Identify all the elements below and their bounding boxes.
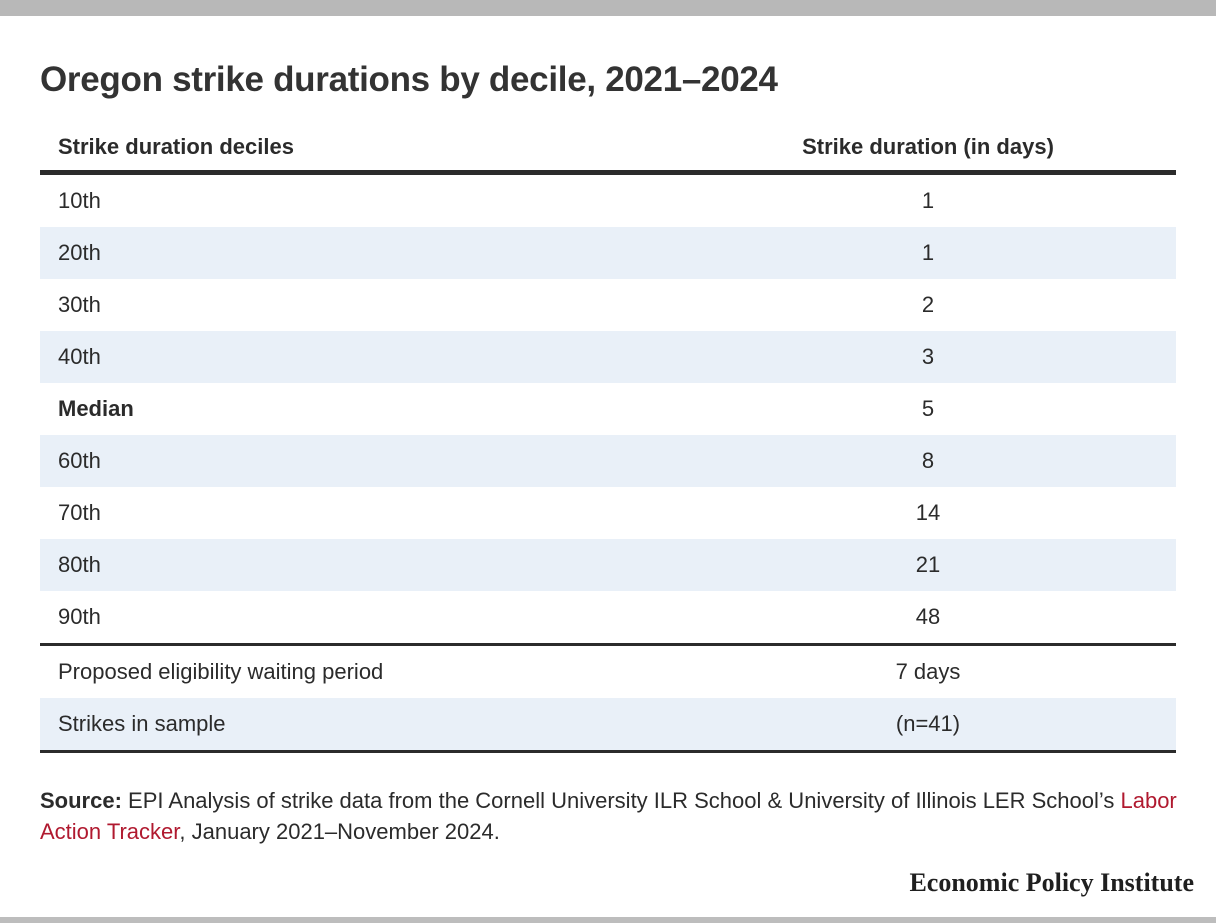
summary-divider xyxy=(40,643,1176,646)
row-value: 2 xyxy=(921,292,935,317)
row-value: 8 xyxy=(921,448,935,473)
source-text-end: , January 2021–November 2024. xyxy=(179,819,500,844)
table-row: 40th 3 xyxy=(40,331,1176,383)
table-row: Proposed eligibility waiting period 7 day… xyxy=(40,646,1176,698)
row-value: 21 xyxy=(915,552,941,577)
table-row: Median 5 xyxy=(40,383,1176,435)
source-note: Source: EPI Analysis of strike data from… xyxy=(40,785,1180,847)
decile-rows: 10th 1 20th 1 30th 2 40th 3 Median 5 60th 8 70th 14 80… xyxy=(40,175,1176,643)
row-value: 3 xyxy=(921,344,935,369)
publisher-logo: Economic Policy Institute xyxy=(909,868,1194,897)
table-row: 20th 1 xyxy=(40,227,1176,279)
row-label: 60th xyxy=(58,448,101,473)
labor-action-tracker-link[interactable]: Labor Action Tracker xyxy=(40,788,1177,844)
row-label: 40th xyxy=(58,344,101,369)
row-label: 90th xyxy=(58,604,101,629)
row-value: 5 xyxy=(921,396,935,421)
row-value: 48 xyxy=(915,604,941,629)
row-label: 10th xyxy=(58,188,101,213)
row-label: 30th xyxy=(58,292,101,317)
column-header-duration: Strike duration (in days) xyxy=(802,134,1054,159)
table-row: 70th 14 xyxy=(40,487,1176,539)
table-row: 30th 2 xyxy=(40,279,1176,331)
table-header: Strike duration deciles Strike duration … xyxy=(40,124,1176,175)
column-header-deciles: Strike duration deciles xyxy=(58,134,294,159)
source-text: EPI Analysis of strike data from the Cor… xyxy=(121,788,1121,813)
row-label: Median xyxy=(58,396,134,421)
table-end-rule xyxy=(40,750,1176,753)
data-table: Strike duration deciles Strike duration … xyxy=(40,124,1176,753)
bottom-border-bar xyxy=(0,917,1216,923)
table-row: 60th 8 xyxy=(40,435,1176,487)
row-value: (n=41) xyxy=(895,711,961,736)
row-value: 14 xyxy=(915,500,941,525)
row-label: 70th xyxy=(58,500,101,525)
row-label: Proposed eligibility waiting period xyxy=(58,659,384,684)
row-label: Strikes in sample xyxy=(58,711,226,736)
summary-rows: Proposed eligibility waiting period 7 day… xyxy=(40,646,1176,750)
row-value: 1 xyxy=(921,188,935,213)
source-label: Source: xyxy=(40,788,122,813)
table-row: 80th 21 xyxy=(40,539,1176,591)
table-row: 10th 1 xyxy=(40,175,1176,227)
row-value: 7 days xyxy=(895,659,961,684)
row-value: 1 xyxy=(921,240,935,265)
chart-title: Oregon strike durations by decile, 2021–… xyxy=(40,60,778,99)
row-label: 80th xyxy=(58,552,101,577)
table-row: Strikes in sample (n=41) xyxy=(40,698,1176,750)
row-label: 20th xyxy=(58,240,101,265)
top-border-bar xyxy=(0,0,1216,16)
table-row: 90th 48 xyxy=(40,591,1176,643)
